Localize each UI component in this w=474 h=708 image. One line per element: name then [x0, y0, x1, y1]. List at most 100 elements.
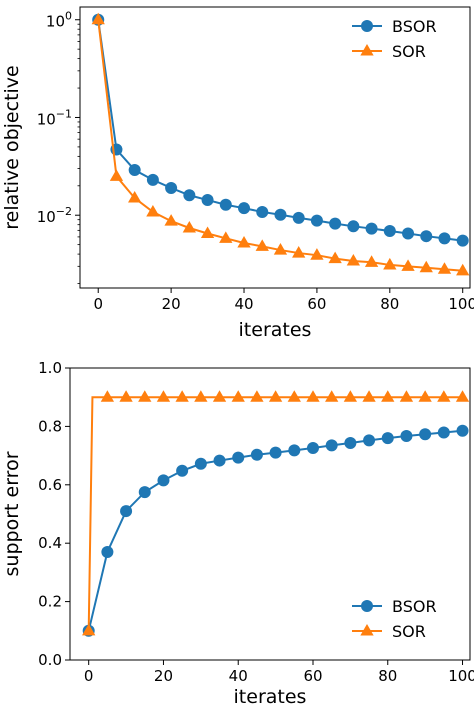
data-point-bsor [402, 227, 415, 240]
data-point-bsor [183, 189, 196, 202]
data-point-sor [156, 390, 171, 402]
data-point-sor [292, 246, 306, 258]
data-point-sor [255, 239, 269, 251]
data-point-sor [237, 235, 251, 248]
data-point-bsor [383, 224, 396, 237]
axes-frame [69, 367, 471, 661]
data-point-sor [273, 243, 288, 255]
data-point-sor [401, 259, 415, 271]
data-point-bsor [347, 220, 360, 233]
data-point-bsor [157, 474, 170, 487]
data-point-bsor [165, 181, 178, 194]
data-point-sor [250, 390, 264, 402]
y-tick-label-exponent: −1 [56, 107, 72, 120]
data-point-sor [399, 390, 414, 402]
x-axis-label: iterates [239, 319, 312, 341]
y-tick-label: 0.0 [38, 651, 62, 669]
data-point-bsor [219, 198, 232, 211]
series-bsor [82, 424, 469, 637]
data-point-sor [310, 248, 324, 260]
data-point-sor [437, 262, 452, 274]
data-point-sor [182, 220, 196, 233]
series-line-sor [87, 396, 463, 631]
series-sor [91, 12, 470, 276]
data-point-sor [194, 390, 208, 402]
data-point-bsor [146, 173, 159, 186]
data-point-bsor [269, 446, 282, 459]
data-point-bsor [310, 214, 323, 227]
x-tick-label: 80 [380, 295, 399, 313]
x-tick-label: 60 [303, 667, 322, 685]
legend-label-bsor: BSOR [392, 17, 437, 36]
data-point-sor [383, 257, 397, 270]
x-axis-label: iterates [234, 686, 307, 708]
data-point-bsor [288, 444, 301, 457]
data-point-bsor [256, 205, 269, 218]
data-point-bsor [201, 194, 214, 207]
data-point-sor [119, 390, 133, 402]
data-point-bsor [365, 222, 378, 235]
data-point-sor [419, 260, 433, 273]
y-axis-label: support error [1, 451, 23, 576]
data-point-bsor [128, 164, 141, 177]
x-tick-label: 60 [307, 295, 326, 313]
data-point-bsor [329, 217, 342, 230]
legend-label-sor: SOR [392, 42, 426, 61]
data-point-bsor [400, 430, 413, 443]
data-point-sor [100, 390, 115, 402]
data-point-sor [328, 251, 342, 264]
legend: BSOR SOR [352, 17, 437, 61]
data-point-bsor [437, 426, 450, 439]
y-tick-label: 0.2 [38, 593, 62, 611]
y-tick-label: 1.0 [38, 359, 62, 377]
data-point-sor [91, 12, 105, 25]
data-point-bsor [363, 434, 376, 447]
legend-marker-sor [360, 624, 374, 636]
data-point-sor [455, 390, 470, 402]
data-point-sor [418, 390, 432, 402]
support-error-panel: 0.0 0.2 0.4 0.6 0.8 1.0 0 20 40 60 80 100 iterates su… [1, 359, 474, 708]
data-point-bsor [232, 451, 245, 464]
data-point-sor [268, 390, 283, 402]
data-point-sor [146, 204, 160, 217]
data-point-sor [325, 390, 339, 402]
data-point-bsor [274, 208, 287, 221]
series-bsor [92, 13, 469, 247]
y-tick-label-exponent: −2 [56, 205, 72, 218]
x-tick-label: 100 [448, 295, 474, 313]
y-tick-label: 10−1 [37, 107, 72, 128]
y-tick-label: 0.8 [38, 417, 62, 435]
data-point-bsor [176, 464, 189, 477]
data-point-bsor [306, 442, 319, 455]
data-point-bsor [420, 230, 433, 243]
data-point-sor [82, 623, 96, 636]
data-point-sor [109, 169, 124, 181]
data-point-bsor [238, 202, 251, 215]
data-point-sor [219, 231, 233, 243]
data-point-bsor [456, 234, 469, 247]
data-point-sor [362, 390, 376, 402]
x-tick-label: 100 [448, 667, 474, 685]
x-tick-label: 80 [378, 667, 397, 685]
x-tick-label: 20 [162, 295, 181, 313]
data-point-sor [128, 191, 142, 203]
data-point-sor [138, 390, 152, 402]
data-point-bsor [120, 505, 133, 518]
data-point-sor [212, 390, 227, 402]
data-point-bsor [213, 454, 226, 467]
data-point-bsor [194, 457, 207, 470]
data-point-bsor [344, 437, 357, 450]
legend-marker-sor [360, 44, 374, 56]
legend-label-sor: SOR [392, 622, 426, 641]
data-point-sor [343, 390, 358, 402]
data-point-bsor [381, 432, 394, 445]
legend-marker-bsor [361, 600, 373, 612]
y-tick-label: 100 [46, 10, 72, 31]
series-sor [82, 390, 470, 636]
x-tick-label: 0 [93, 295, 103, 313]
data-point-sor [200, 226, 215, 239]
data-point-bsor [325, 439, 338, 452]
legend-label-bsor: BSOR [392, 597, 437, 616]
legend: BSOR SOR [352, 597, 437, 641]
